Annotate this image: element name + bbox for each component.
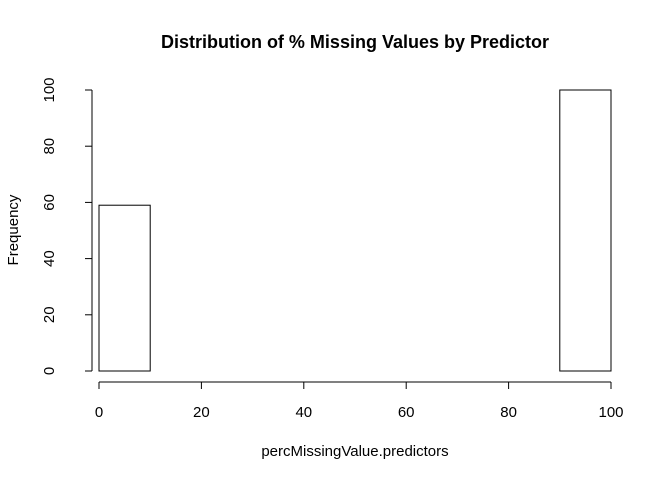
chart-title: Distribution of % Missing Values by Pred… [161,32,549,52]
y-tick-label: 100 [41,77,58,102]
x-axis: 0 20 40 60 80 100 [95,381,624,421]
y-tick-label: 80 [41,138,58,155]
histogram-bar-9 [559,89,612,372]
histogram-bars [98,89,612,372]
x-tick-label: 0 [95,404,103,421]
y-axis-label: Frequency [5,194,22,265]
histogram-bar-0 [98,204,151,372]
y-tick-label: 40 [41,250,58,267]
y-tick-label: 60 [41,194,58,211]
x-axis-label: percMissingValue.predictors [261,443,448,460]
y-tick-label: 0 [41,367,58,375]
x-tick-label: 60 [398,404,415,421]
x-tick-label: 80 [500,404,517,421]
y-axis: 0 20 40 60 80 100 [41,77,93,375]
y-tick-label: 20 [41,306,58,323]
x-tick-label: 40 [295,404,312,421]
x-tick-label: 100 [598,404,623,421]
x-tick-label: 20 [193,404,210,421]
